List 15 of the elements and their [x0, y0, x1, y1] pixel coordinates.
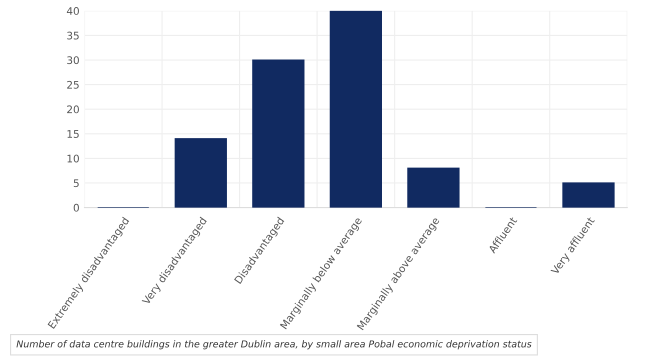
- bar: [562, 182, 615, 208]
- text: Number of data centre buildings in the greater Dublin area, by small area Pobal economic deprivation status: [16, 340, 532, 350]
- y-tick-label: 5: [74, 179, 79, 188]
- bar: [174, 138, 227, 208]
- y-tick-label: 35: [67, 32, 79, 40]
- y-tick-label: 30: [67, 56, 79, 64]
- y-tick-label: 0: [74, 204, 79, 212]
- bar: [330, 10, 382, 208]
- bar: [407, 168, 460, 208]
- y-tick-label: 25: [67, 80, 79, 89]
- y-tick-label: 15: [68, 130, 79, 138]
- bar: [252, 59, 304, 208]
- y-tick-label: 20: [67, 105, 79, 114]
- y-tick-label: 40: [66, 7, 79, 15]
- y-tick-label: 10: [68, 154, 79, 162]
